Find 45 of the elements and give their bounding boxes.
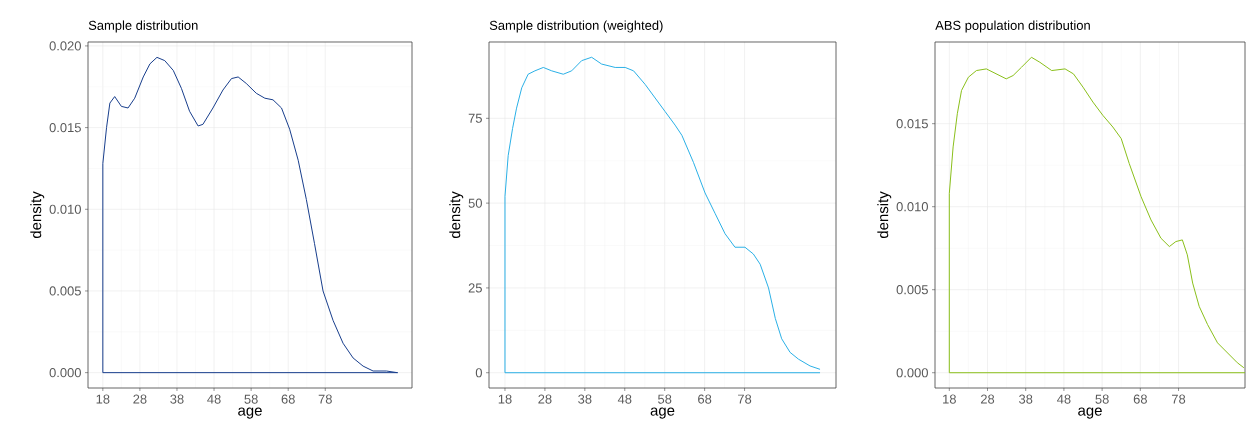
y-axis-title: density: [877, 191, 892, 239]
x-tick-label: 28: [538, 394, 552, 404]
x-tick-label: 68: [1133, 394, 1147, 404]
x-axis-title: age: [1078, 407, 1102, 419]
y-tick-label: 0.005: [896, 285, 928, 295]
x-tick-label: 78: [318, 394, 332, 404]
x-tick-label: 48: [617, 394, 632, 404]
y-tick-label: 0.015: [49, 123, 81, 133]
chart-title: Sample distribution: [88, 20, 198, 33]
x-tick-label: 78: [738, 394, 752, 404]
chart-title: Sample distribution (weighted): [489, 20, 663, 33]
x-axis-title: age: [238, 407, 262, 419]
x-tick-label: 58: [1095, 394, 1109, 404]
x-tick-label: 38: [578, 394, 592, 404]
x-tick-label: 48: [1057, 394, 1071, 404]
chart-title: ABS population distribution: [935, 20, 1090, 33]
y-tick-label: 0.020: [49, 41, 81, 51]
x-tick-label: 18: [943, 394, 956, 404]
y-tick-label: 0.000: [896, 368, 928, 378]
y-tick-label: 75: [468, 113, 482, 123]
y-tick-label: 50: [468, 198, 482, 208]
x-tick-label: 18: [498, 394, 512, 404]
y-tick-label: 0.015: [896, 119, 928, 129]
y-axis-title: density: [30, 191, 45, 239]
x-tick-label: 78: [1172, 394, 1186, 404]
y-tick-label: 0.005: [49, 286, 81, 296]
line-series: [102, 56, 399, 374]
line-series: [504, 56, 821, 374]
y-tick-label: 0: [475, 368, 482, 378]
x-tick-label: 18: [96, 394, 110, 404]
x-tick-label: 58: [244, 394, 258, 404]
x-axis-title: age: [650, 407, 675, 419]
y-axis-title: density: [449, 191, 464, 239]
x-tick-label: 38: [1019, 394, 1033, 404]
x-tick-label: 58: [658, 394, 672, 404]
x-tick-label: 28: [980, 394, 995, 404]
y-tick-label: 0.010: [896, 202, 928, 212]
y-tick-label: 0.000: [49, 368, 81, 378]
x-tick-label: 28: [133, 394, 147, 404]
x-tick-label: 68: [698, 394, 712, 404]
x-tick-label: 38: [170, 394, 184, 404]
x-tick-label: 68: [281, 394, 295, 404]
y-tick-label: 0.010: [49, 204, 81, 214]
x-tick-label: 48: [207, 394, 221, 404]
y-tick-label: 25: [468, 283, 482, 293]
